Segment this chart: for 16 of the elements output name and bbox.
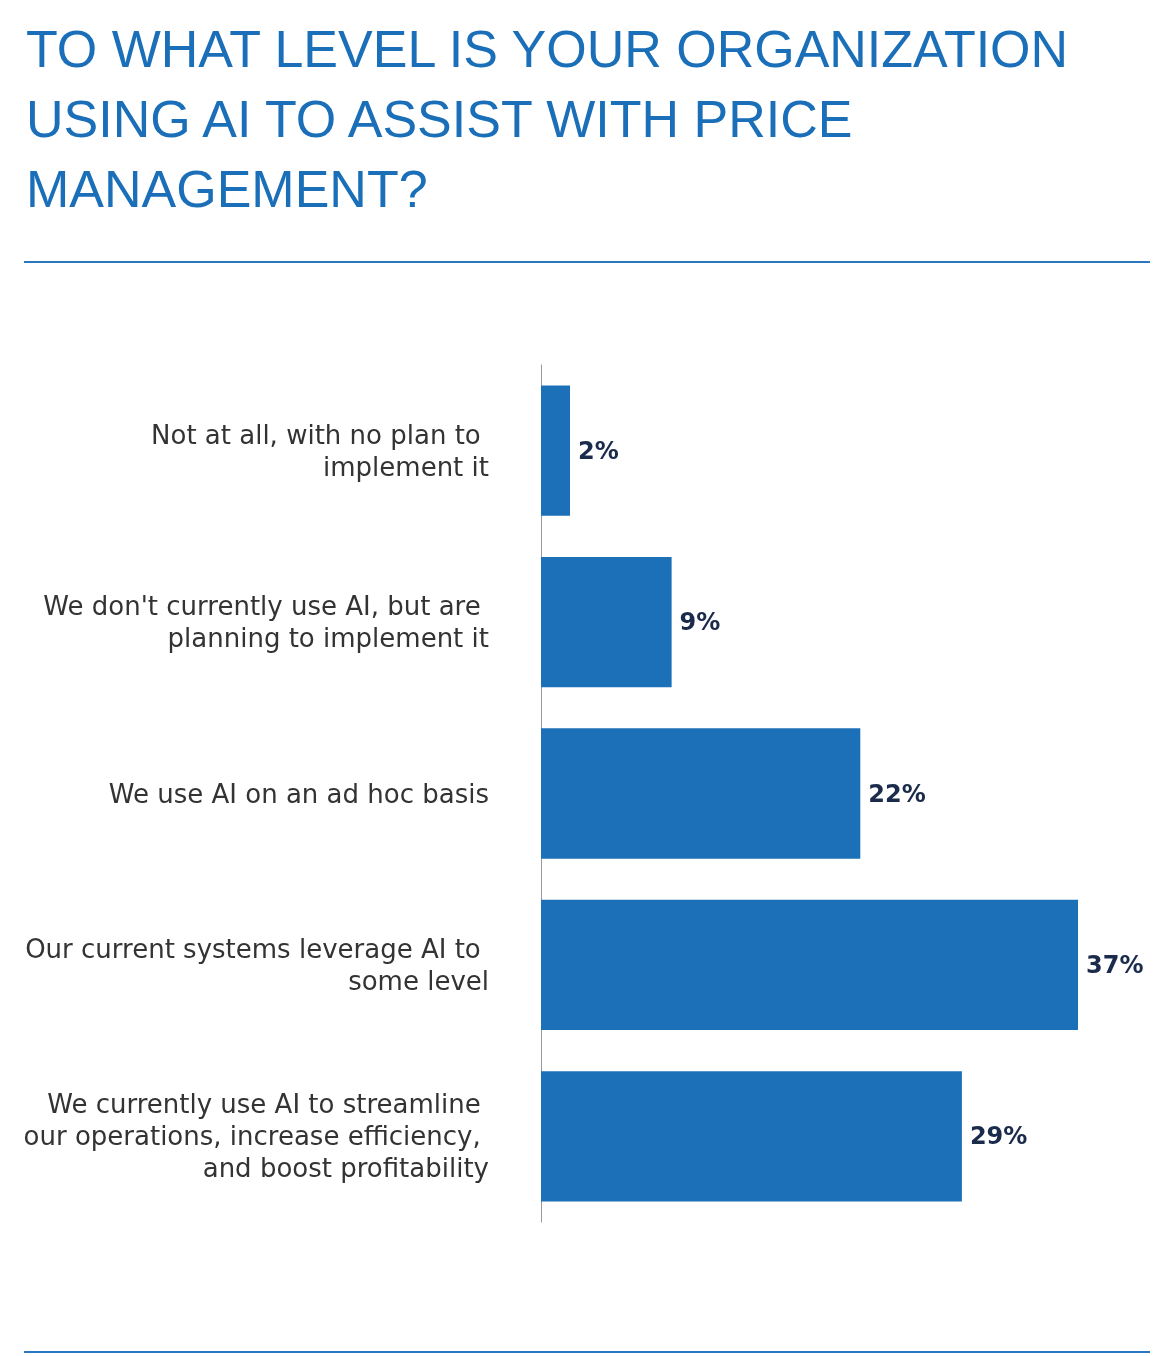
bar — [541, 1071, 962, 1202]
bar — [541, 728, 861, 859]
data-label: 9% — [679, 608, 721, 637]
data-label: 29% — [969, 1122, 1028, 1151]
y-tick-label: Our current systems leverage AI to some level — [25, 933, 489, 996]
bar — [541, 899, 1078, 1031]
y-tick-label: We currently use AI to streamline our operations, increase efficiency, and boost profitability — [23, 1089, 489, 1184]
bar — [541, 385, 571, 516]
chart-title: TO WHAT LEVEL IS YOUR ORGANIZATION USING AI TO ASSIST WITH PRICE MANAGEMENT? — [26, 19, 1070, 220]
y-tick-label: We use AI on an ad hoc basis — [108, 778, 489, 809]
data-label: 2% — [578, 436, 619, 465]
y-tick-label: We don't currently use AI, but are planning to implement it — [43, 591, 489, 654]
data-label: 22% — [868, 779, 926, 808]
data-label: 37% — [1086, 950, 1144, 979]
bar — [541, 556, 672, 688]
y-tick-label: Not at all, with no plan to implement it — [151, 419, 489, 482]
